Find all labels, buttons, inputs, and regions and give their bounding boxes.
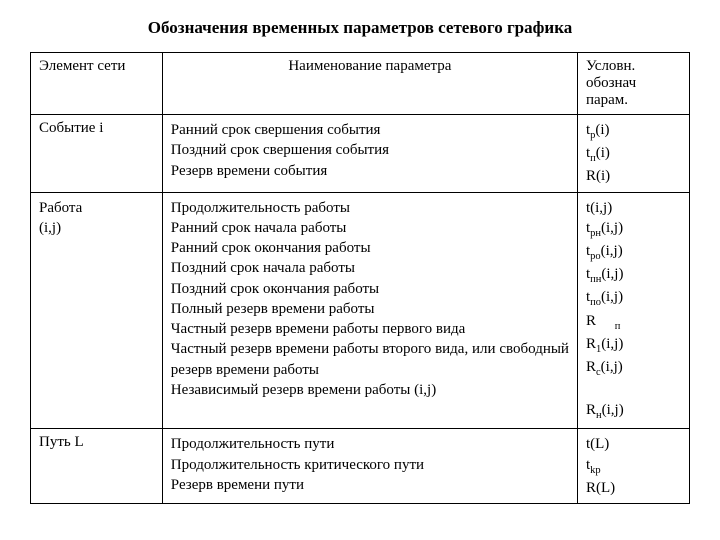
table-row: Работа(i,j)Продолжительность работыРанни… xyxy=(31,192,690,429)
page-title: Обозначения временных параметров сетевог… xyxy=(30,18,690,38)
cell-element: Событие i xyxy=(31,115,163,193)
table-row: Путь LПродолжительность путиПродолжитель… xyxy=(31,429,690,504)
table-body: Событие iРанний срок свершения событияПо… xyxy=(31,115,690,504)
cell-names: Ранний срок свершения событияПоздний сро… xyxy=(162,115,577,193)
cell-names: Продолжительность работыРанний срок нача… xyxy=(162,192,577,429)
header-symbol: Условн. обознач парам. xyxy=(577,53,689,115)
table-header-row: Элемент сети Наименование параметра Усло… xyxy=(31,53,690,115)
header-element: Элемент сети xyxy=(31,53,163,115)
cell-symbols: t(i,j)tрн(i,j)tро(i,j)tпн(i,j)tпо(i,j)R … xyxy=(577,192,689,429)
cell-element: Работа(i,j) xyxy=(31,192,163,429)
cell-element: Путь L xyxy=(31,429,163,504)
header-name: Наименование параметра xyxy=(162,53,577,115)
table-row: Событие iРанний срок свершения событияПо… xyxy=(31,115,690,193)
parameters-table: Элемент сети Наименование параметра Усло… xyxy=(30,52,690,504)
cell-symbols: tр(i)tп(i)R(i) xyxy=(577,115,689,193)
cell-names: Продолжительность путиПродолжительность … xyxy=(162,429,577,504)
cell-symbols: t(L)tkpR(L) xyxy=(577,429,689,504)
